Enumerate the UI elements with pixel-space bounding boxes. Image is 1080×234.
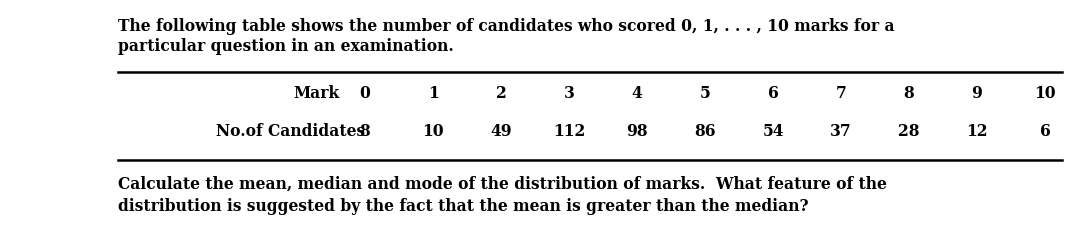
Text: distribution is suggested by the fact that the mean is greater than the median?: distribution is suggested by the fact th…	[118, 198, 809, 215]
Text: The following table shows the number of candidates who scored 0, 1, . . . , 10 m: The following table shows the number of …	[118, 18, 894, 35]
Text: 1: 1	[428, 84, 438, 102]
Text: 8: 8	[904, 84, 915, 102]
Text: 10: 10	[422, 123, 444, 139]
Text: 86: 86	[694, 123, 716, 139]
Text: 98: 98	[626, 123, 648, 139]
Text: 9: 9	[972, 84, 983, 102]
Text: 8: 8	[360, 123, 370, 139]
Text: 7: 7	[836, 84, 847, 102]
Text: 5: 5	[700, 84, 711, 102]
Text: 4: 4	[632, 84, 643, 102]
Text: 10: 10	[1035, 84, 1056, 102]
Text: 37: 37	[831, 123, 852, 139]
Text: 28: 28	[899, 123, 920, 139]
Text: 112: 112	[553, 123, 585, 139]
Text: Mark: Mark	[294, 84, 340, 102]
Text: 6: 6	[1040, 123, 1051, 139]
Text: 49: 49	[490, 123, 512, 139]
Text: 0: 0	[360, 84, 370, 102]
Text: 12: 12	[967, 123, 988, 139]
Text: 54: 54	[762, 123, 784, 139]
Text: Calculate the mean, median and mode of the distribution of marks.  What feature : Calculate the mean, median and mode of t…	[118, 176, 887, 193]
Text: No.of Candidates: No.of Candidates	[216, 123, 365, 139]
Text: 6: 6	[768, 84, 779, 102]
Text: 3: 3	[564, 84, 575, 102]
Text: 2: 2	[496, 84, 507, 102]
Text: particular question in an examination.: particular question in an examination.	[118, 38, 454, 55]
